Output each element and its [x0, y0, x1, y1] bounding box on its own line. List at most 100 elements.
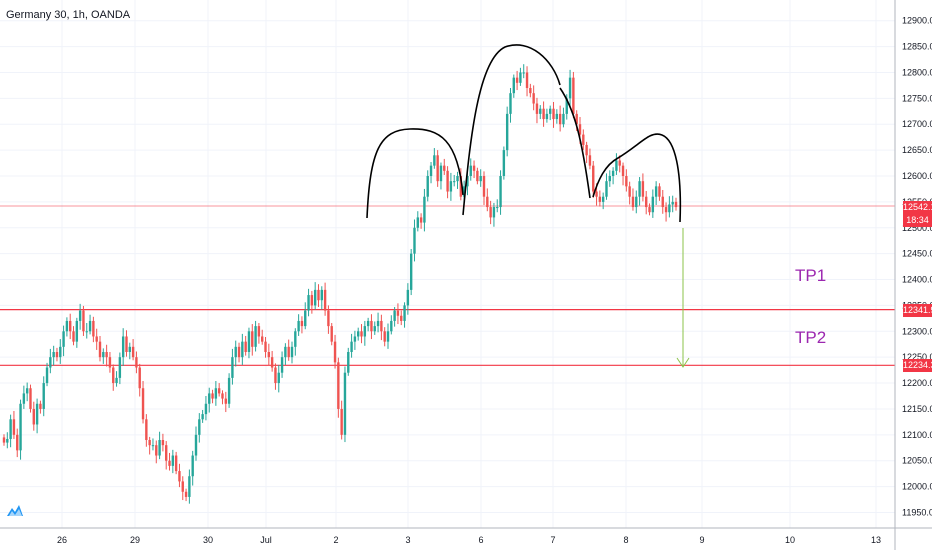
- candle: [217, 383, 221, 397]
- candle: [135, 351, 138, 374]
- candle: [376, 312, 380, 333]
- candle: [671, 195, 674, 213]
- x-tick-label: 29: [130, 535, 140, 545]
- x-tick-label: 10: [785, 535, 795, 545]
- candle: [433, 148, 436, 169]
- candle: [16, 428, 19, 458]
- candle: [621, 162, 625, 186]
- chart-grid: [0, 0, 895, 528]
- bar-countdown-tag: 18:34: [903, 214, 932, 227]
- candle: [631, 188, 635, 211]
- candle: [496, 199, 499, 213]
- candle: [545, 108, 549, 123]
- candle: [214, 380, 218, 406]
- tradingview-logo-icon[interactable]: [6, 502, 24, 518]
- y-tick-label: 12400.0: [902, 275, 932, 285]
- candle: [131, 339, 135, 361]
- candle: [449, 172, 453, 201]
- candle: [227, 373, 231, 408]
- candle: [472, 160, 476, 179]
- candle: [658, 183, 661, 201]
- candle: [69, 313, 72, 340]
- candle: [360, 324, 363, 344]
- candle: [280, 351, 284, 378]
- candle: [668, 196, 671, 218]
- candle: [198, 413, 201, 443]
- candle: [9, 414, 12, 448]
- y-tick-label: 12250.0: [902, 352, 932, 362]
- candle: [75, 317, 79, 348]
- candle: [568, 69, 572, 107]
- candle: [343, 366, 347, 443]
- candle: [184, 488, 188, 502]
- candle: [426, 170, 429, 202]
- x-tick-label: 8: [623, 535, 628, 545]
- candle: [446, 166, 449, 199]
- candle: [539, 105, 542, 120]
- candle: [208, 387, 211, 413]
- horizontal-levels: [0, 205, 895, 366]
- candle: [211, 389, 214, 404]
- candle: [469, 158, 472, 181]
- candle: [423, 188, 426, 232]
- candle: [347, 347, 350, 376]
- candle: [439, 162, 443, 190]
- candle: [403, 302, 406, 328]
- candle: [353, 330, 357, 350]
- candle: [373, 321, 376, 335]
- candle: [340, 400, 343, 440]
- candle: [244, 335, 247, 356]
- candle: [333, 334, 337, 369]
- candle: [158, 431, 161, 460]
- candle: [148, 436, 151, 455]
- candle: [416, 211, 419, 232]
- candle: [366, 317, 370, 332]
- candle: [78, 303, 82, 330]
- x-tick-label: 2: [333, 535, 338, 545]
- candle: [651, 189, 655, 218]
- candle: [115, 371, 118, 387]
- candle: [532, 85, 535, 111]
- candle: [386, 323, 390, 349]
- candle: [2, 434, 6, 446]
- candle: [261, 329, 264, 345]
- candle: [337, 357, 340, 418]
- pattern-curve: [366, 128, 464, 219]
- candle: [72, 326, 75, 346]
- candle: [363, 320, 367, 346]
- arrow-head: [676, 357, 690, 368]
- candle: [128, 342, 131, 360]
- candle: [562, 107, 565, 128]
- candle: [350, 333, 353, 358]
- candle: [191, 450, 194, 486]
- candle: [32, 401, 35, 431]
- pattern-curve: [592, 133, 682, 223]
- candle: [125, 330, 128, 357]
- tp1-label: TP1: [795, 266, 827, 285]
- candle: [453, 174, 456, 187]
- current-price-tag: 12542.1: [903, 201, 932, 214]
- candle: [237, 342, 241, 363]
- candle: [49, 348, 52, 374]
- candle: [555, 109, 559, 124]
- candle: [615, 153, 618, 175]
- candle: [443, 158, 446, 175]
- y-tick-label: 12200.0: [902, 378, 932, 388]
- candle: [264, 336, 267, 358]
- candle: [661, 189, 664, 214]
- candle: [45, 362, 49, 387]
- candle: [102, 348, 105, 364]
- candle: [588, 148, 592, 170]
- candle: [509, 88, 512, 123]
- candle: [625, 169, 628, 192]
- candle: [330, 323, 333, 346]
- candle: [277, 364, 280, 393]
- candle: [300, 316, 304, 334]
- x-tick-label: 26: [57, 535, 67, 545]
- x-tick-label: 6: [478, 535, 483, 545]
- candle: [221, 390, 224, 405]
- candle: [482, 171, 486, 205]
- chart-title: Germany 30, 1h, OANDA: [6, 9, 131, 21]
- candle: [674, 197, 678, 211]
